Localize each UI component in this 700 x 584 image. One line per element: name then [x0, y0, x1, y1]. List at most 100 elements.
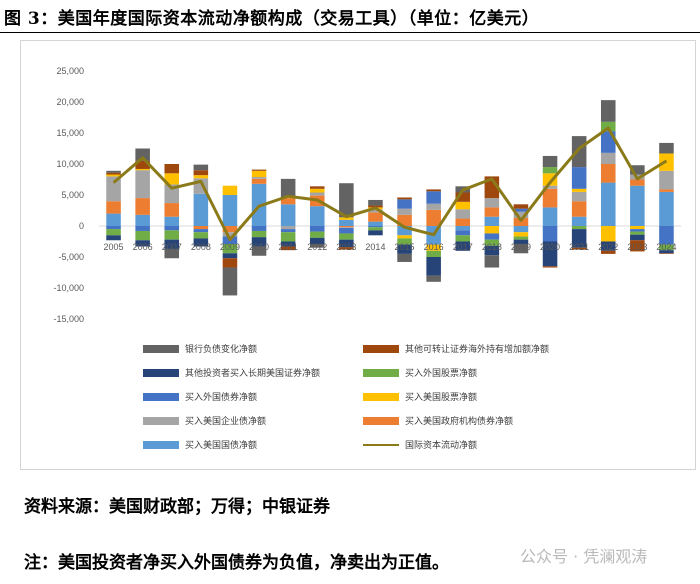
bar-segment: [251, 237, 267, 247]
legend-label: 买入美国政府机构债券净额: [405, 415, 513, 427]
bar-segment: [280, 246, 296, 251]
bar-segment: [135, 198, 150, 215]
bar-segment: [630, 240, 645, 252]
bar-segment: [368, 199, 383, 206]
line-layer: [112, 126, 668, 242]
bar-segment: [426, 275, 441, 282]
bar-segment: [571, 247, 587, 250]
bar-segment: [309, 226, 325, 232]
chart-frame: -15,000 -10,000 -5,000 0 5,000 10,000 15,000 20…: [20, 40, 696, 470]
y-tick-label: 15,000: [56, 128, 84, 138]
bar-segment: [135, 240, 150, 247]
bar-segment: [368, 227, 383, 231]
bar-segment: [368, 221, 383, 226]
bar-segment: [222, 185, 238, 195]
x-tick-label: 2009: [220, 242, 240, 252]
x-tick-label: 2021: [569, 242, 589, 252]
bar-segment: [659, 244, 674, 251]
legend-swatch: [143, 417, 179, 425]
bar-layer: [106, 100, 674, 296]
chart-svg: -15,000 -10,000 -5,000 0 5,000 10,000 15,000 20…: [53, 66, 681, 451]
y-tick-label: 20,000: [56, 97, 84, 107]
x-tick-label: 2014: [365, 242, 385, 252]
bar-segment: [164, 239, 180, 249]
legend-label: 国际资本流动净额: [405, 439, 477, 451]
source-note: 资料来源：美国财政部；万得；中银证券: [24, 497, 330, 517]
bar-segment: [193, 232, 209, 239]
bar-segment: [222, 195, 238, 226]
bar-segment: [368, 230, 383, 236]
y-tick-label: -10,000: [53, 283, 84, 293]
bar-segment: [600, 121, 616, 132]
bar-segment: [455, 192, 471, 202]
bar-segment: [251, 230, 267, 238]
bar-segment: [484, 226, 500, 234]
bar-segment: [135, 160, 150, 169]
bar-segment: [484, 216, 500, 226]
bar-segment: [455, 241, 471, 251]
bar-segment: [164, 173, 180, 185]
x-tick-label: 2012: [307, 242, 327, 252]
bar-segment: [339, 226, 354, 228]
bar-segment: [455, 230, 471, 236]
bar-segment: [484, 233, 500, 240]
bar-segment: [251, 178, 267, 184]
x-tick-label: 2023: [627, 242, 647, 252]
x-tick-label: 2005: [104, 242, 124, 252]
bar-segment: [309, 186, 325, 189]
bar-segment: [600, 226, 616, 242]
bar-segment: [542, 207, 558, 226]
bar-segment: [164, 230, 180, 240]
x-tick-label: 2019: [511, 242, 531, 252]
title-divider: [0, 32, 700, 33]
x-tick-label: 2008: [191, 242, 211, 252]
legend-label: 买入美国国债净额: [185, 439, 257, 451]
bar-segment: [106, 176, 121, 202]
footnote: 注：美国投资者净买入外国债券为负值，净卖出为正值。: [24, 553, 449, 573]
bar-segment: [426, 203, 441, 210]
bar-segment: [339, 217, 354, 220]
legend-label: 银行负债变化净额: [185, 343, 257, 355]
bar-segment: [280, 204, 296, 226]
legend-swatch: [143, 393, 179, 401]
bar-segment: [484, 207, 500, 217]
bar-segment: [339, 227, 354, 228]
bar-segment: [455, 226, 471, 231]
bar-segment: [164, 164, 180, 174]
bar-segment: [164, 226, 180, 231]
bar-segment: [630, 226, 645, 230]
bar-segment: [397, 253, 412, 262]
bar-segment: [659, 253, 674, 254]
bar-segment: [426, 257, 441, 276]
bar-segment: [309, 188, 325, 193]
y-tick-label: 5,000: [61, 190, 84, 200]
x-tick-label: 2024: [656, 242, 676, 252]
bar-segment: [251, 169, 267, 171]
bar-segment: [426, 244, 441, 251]
bar-segment: [513, 208, 529, 212]
x-tick-label: 2017: [453, 242, 473, 252]
bar-segment: [397, 226, 412, 236]
watermark: 公众号 · 凭澜观涛: [520, 547, 648, 566]
bar-segment: [571, 191, 587, 202]
bar-segment: [222, 267, 238, 296]
bar-segment: [339, 219, 354, 226]
x-tick-label: 2016: [424, 242, 444, 252]
bar-segment: [659, 142, 674, 154]
bar-segment: [513, 217, 529, 226]
bar-segment: [106, 170, 121, 173]
bar-segment: [251, 177, 267, 179]
bar-segment: [571, 136, 587, 168]
bar-segment: [106, 229, 121, 236]
legend-swatch: [363, 417, 399, 425]
bar-segment: [106, 174, 121, 177]
bar-segment: [251, 226, 267, 231]
bar-segment: [309, 231, 325, 238]
legend-label: 其他投资者买入长期美国证券净额: [185, 367, 320, 379]
x-tick-label: 2007: [162, 242, 182, 252]
bar-segment: [193, 164, 209, 171]
bar-segment: [571, 188, 587, 192]
legend-label: 其他可转让证券海外持有增加额净额: [405, 343, 549, 355]
bar-segment: [542, 155, 558, 168]
bar-segment: [280, 232, 296, 242]
